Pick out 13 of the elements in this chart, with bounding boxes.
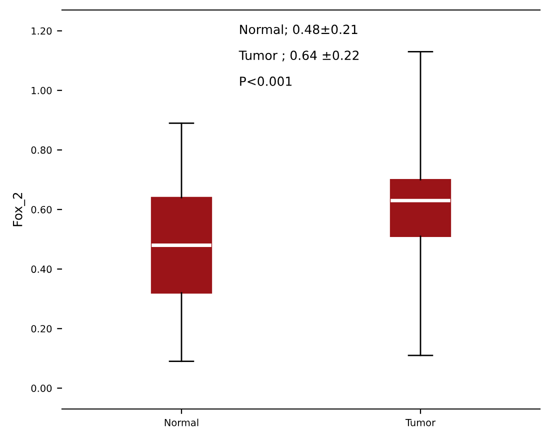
annotation: P<0.001	[240, 76, 292, 86]
x-tick-label: Tumor	[405, 419, 436, 426]
y-tick-label: 0.80	[31, 146, 52, 154]
y-tick-label: 0.40	[31, 266, 52, 273]
y-tick-label: 1.00	[32, 86, 52, 94]
y-tick-label: 0.60	[31, 206, 52, 214]
annotation: Normal; 0.48±0.21	[240, 24, 358, 36]
y-tick-label: 0.00	[31, 384, 52, 392]
x-tick-label: Normal	[164, 418, 198, 426]
y-tick-label: 0.20	[31, 325, 52, 332]
y-axis-title: Fox_2	[12, 192, 26, 226]
annotation: Tumor ; 0.64 ±0.22	[238, 50, 359, 62]
y-tick-label: 1.20	[32, 27, 52, 35]
